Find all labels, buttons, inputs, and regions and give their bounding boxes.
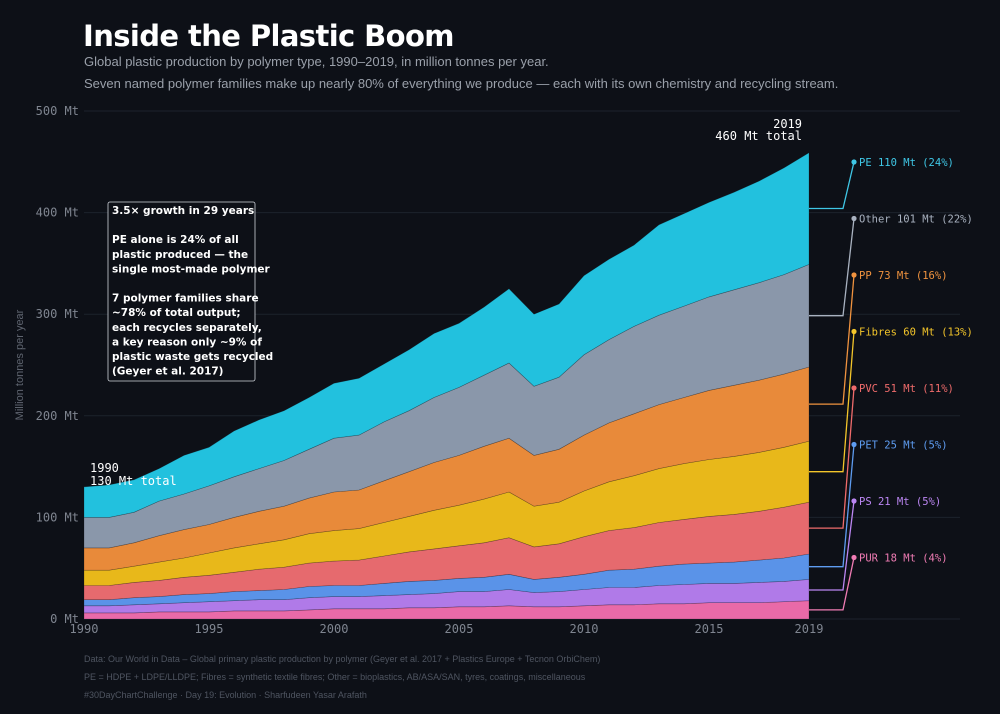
annotation-line: plastic waste gets recycled: [112, 351, 273, 363]
legend-item-pvc: PVC 51 Mt (11%): [859, 383, 954, 395]
chart-title: Inside the Plastic Boom: [83, 19, 454, 53]
chart-subtitle-secondary: Seven named polymer families make up nea…: [84, 76, 838, 91]
legend-connector: [809, 274, 855, 405]
y-axis-ticks: 0 Mt 100 Mt 200 Mt 300 Mt 400 Mt 500 Mt: [36, 104, 79, 626]
legend-dot: [851, 441, 857, 448]
y-tick-label: 0 Mt: [50, 612, 79, 626]
x-tick-label: 2015: [695, 622, 724, 636]
x-tick-label: 2019: [795, 622, 824, 636]
legend-connector: [809, 557, 855, 611]
chart-subtitle: Global plastic production by polymer typ…: [84, 54, 549, 69]
x-tick-label: 1995: [195, 622, 224, 636]
legend-dot: [851, 159, 857, 165]
legend: PE 110 Mt (24%) Other 101 Mt (22%) PP 73 M…: [809, 157, 973, 611]
annotation-line: single most-made polymer: [112, 263, 271, 275]
annotation-line: a key reason only ~9% of: [112, 336, 262, 348]
legend-item-pur: PUR 18 Mt (4%): [859, 553, 948, 565]
legend-item-pet: PET 25 Mt (5%): [859, 440, 948, 452]
annotation-line: 7 polymer families share: [112, 293, 259, 305]
x-axis-ticks: 1990 1995 2000 2005 2010 2015 2019: [70, 622, 824, 636]
annotation-box: 3.5× growth in 29 years PE alone is 24% o…: [107, 201, 273, 382]
x-tick-label: 1990: [70, 622, 99, 636]
x-tick-label: 2005: [445, 622, 474, 636]
legend-item-ps: PS 21 Mt (5%): [859, 496, 941, 508]
end-total-label: 460 Mt total: [715, 129, 802, 143]
annotation-line: each recycles separately,: [112, 322, 262, 334]
y-tick-label: 400 Mt: [36, 206, 79, 220]
annotation-line: plastic produced — the: [112, 249, 248, 261]
y-tick-label: 200 Mt: [36, 409, 79, 423]
footer-credit: #30DayChartChallenge · Day 19: Evolution…: [84, 690, 367, 700]
legend-dot: [851, 498, 857, 504]
x-tick-label: 2010: [570, 622, 599, 636]
y-axis-label: Million tonnes per year: [14, 309, 26, 420]
legend-item-fibres: Fibres 60 Mt (13%): [859, 327, 973, 339]
legend-dot: [851, 554, 857, 561]
legend-dot: [851, 272, 857, 278]
legend-item-other: Other 101 Mt (22%): [859, 214, 973, 226]
annotation-line: (Geyer et al. 2017): [112, 366, 224, 378]
y-tick-label: 500 Mt: [36, 104, 79, 118]
legend-connector: [809, 161, 855, 210]
legend-connector: [809, 331, 855, 473]
legend-dot: [851, 385, 857, 391]
legend-dot: [851, 328, 857, 335]
legend-item-pe: PE 110 Mt (24%): [859, 157, 954, 169]
footer-source: Data: Our World in Data – Global primary…: [84, 654, 600, 664]
y-tick-label: 100 Mt: [36, 510, 79, 524]
legend-connector: [809, 500, 855, 591]
legend-dot: [851, 215, 857, 222]
y-tick-label: 300 Mt: [36, 307, 79, 321]
legend-connector: [809, 444, 855, 568]
area-pe: [83, 152, 810, 518]
legend-item-pp: PP 73 Mt (16%): [859, 270, 948, 282]
legend-connector: [809, 387, 855, 529]
start-total-label: 130 Mt total: [90, 474, 177, 488]
annotation-line: ~78% of total output;: [112, 307, 241, 319]
start-year-label: 1990: [90, 461, 119, 475]
annotation-line: 3.5× growth in 29 years: [112, 205, 254, 217]
end-year-label: 2019: [773, 117, 802, 131]
legend-connector: [809, 218, 855, 317]
annotation-line: PE alone is 24% of all: [112, 234, 239, 246]
x-tick-label: 2000: [320, 622, 349, 636]
stacked-areas: [83, 152, 810, 620]
footer-definitions: PE = HDPE + LDPE/LLDPE; Fibres = synthet…: [84, 672, 586, 682]
